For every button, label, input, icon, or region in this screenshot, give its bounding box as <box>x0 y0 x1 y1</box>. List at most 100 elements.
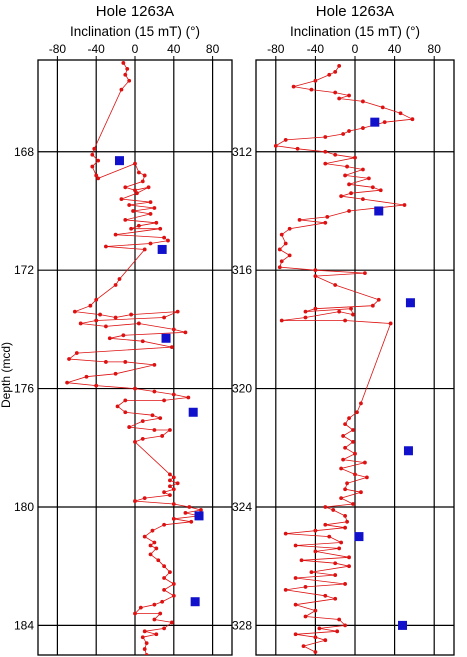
left-data-point <box>133 439 137 444</box>
right-data-point <box>293 602 298 607</box>
panel-left-title: Hole 1263A <box>96 3 174 20</box>
left-data-point <box>148 200 153 204</box>
right-data-point <box>359 490 363 495</box>
left-data-point <box>113 283 118 287</box>
left-data-point <box>152 540 157 545</box>
left-data-point <box>142 173 147 178</box>
left-ytick-label: 172 <box>14 263 34 277</box>
left-data-point <box>94 383 99 388</box>
left-data-point <box>162 398 167 403</box>
left-data-point <box>169 620 174 625</box>
left-data-point <box>148 552 153 557</box>
left-data-point <box>104 360 108 364</box>
left-data-point <box>171 582 176 586</box>
left-data-point <box>136 223 141 228</box>
right-data-point <box>341 132 346 136</box>
left-data-point <box>152 602 157 607</box>
left-data-point <box>148 241 153 246</box>
right-data-point <box>317 626 322 631</box>
panel-left-ylabel: Depth (mcd) <box>0 342 13 408</box>
panel-right-xlabel: Inclination (15 mT) (°) <box>290 24 420 39</box>
right-data-point <box>343 318 347 323</box>
right-square-marker <box>374 206 384 216</box>
left-xtick-label: -40 <box>88 42 106 56</box>
left-series-group <box>65 61 204 655</box>
right-data-point <box>287 226 292 231</box>
right-data-point <box>287 253 292 258</box>
left-data-point <box>98 312 102 317</box>
left-data-point <box>113 232 118 237</box>
left-data-point <box>119 87 124 92</box>
left-data-point <box>123 72 128 77</box>
right-data-point <box>347 182 351 187</box>
right-data-point <box>339 466 344 471</box>
right-data-point <box>370 303 375 308</box>
right-data-point <box>313 608 318 613</box>
left-data-point <box>140 419 145 424</box>
right-data-point <box>279 259 284 264</box>
left-data-point <box>156 558 161 563</box>
left-data-point <box>78 321 83 326</box>
right-data-point <box>366 176 371 181</box>
left-ytick-label: 184 <box>14 618 34 632</box>
left-xtick-label: 80 <box>206 42 220 56</box>
left-data-point <box>152 206 157 210</box>
left-data-point <box>67 357 71 361</box>
right-data-point <box>313 274 318 278</box>
right-ytick-label: 320 <box>232 382 252 396</box>
right-data-point <box>380 105 385 110</box>
left-data-point <box>154 220 159 225</box>
left-data-point <box>158 611 163 616</box>
right-square-marker <box>398 620 408 630</box>
left-square-marker <box>188 407 198 417</box>
left-data-point <box>133 188 137 193</box>
left-data-point <box>133 161 137 166</box>
right-data-point <box>351 428 355 432</box>
left-data-point <box>88 303 93 308</box>
panel-right: Hole 1263A Inclination (15 mT) (°) -80 -4… <box>232 3 455 656</box>
panel-right-title: Hole 1263A <box>316 3 394 20</box>
left-data-point <box>138 605 143 610</box>
panel-right-plot: -80 -40 0 40 80 312 316 320 324 328 <box>232 42 455 656</box>
right-data-point <box>349 191 353 196</box>
right-data-point <box>398 111 403 116</box>
left-data-point <box>129 226 134 231</box>
left-data-point <box>119 197 124 202</box>
right-data-point <box>323 220 328 225</box>
right-data-point <box>347 555 351 560</box>
right-data-point <box>303 585 308 589</box>
right-data-point <box>337 309 342 314</box>
left-data-point <box>140 635 145 640</box>
right-data-point <box>382 120 387 125</box>
left-data-point <box>160 434 165 438</box>
left-data-point <box>162 576 167 580</box>
left-square-marker <box>161 333 171 343</box>
left-data-point <box>146 185 151 190</box>
right-data-point <box>361 126 365 130</box>
right-data-point <box>323 505 328 509</box>
left-data-point <box>133 499 137 503</box>
left-data-point <box>84 374 89 379</box>
left-data-point <box>175 309 180 314</box>
left-data-point <box>142 647 147 651</box>
left-data-point <box>131 209 135 213</box>
left-data-point <box>162 564 167 569</box>
right-ytick-label: 324 <box>232 500 252 514</box>
right-data-point <box>333 69 338 74</box>
left-square-marker <box>190 597 200 607</box>
left-data-point <box>94 297 99 302</box>
right-data-point <box>337 617 342 622</box>
left-data-point <box>90 152 95 157</box>
right-data-point <box>313 635 318 640</box>
left-square-marker <box>157 244 167 254</box>
right-data-point <box>333 573 338 577</box>
left-data-point <box>92 146 97 151</box>
left-data-point <box>154 632 159 637</box>
right-xtick-label: 40 <box>388 42 402 56</box>
right-data-point <box>283 241 288 246</box>
right-data-point <box>359 401 363 406</box>
left-data-point <box>136 321 141 326</box>
left-data-point <box>127 78 132 83</box>
right-data-point <box>323 149 328 154</box>
right-data-point <box>313 306 318 311</box>
